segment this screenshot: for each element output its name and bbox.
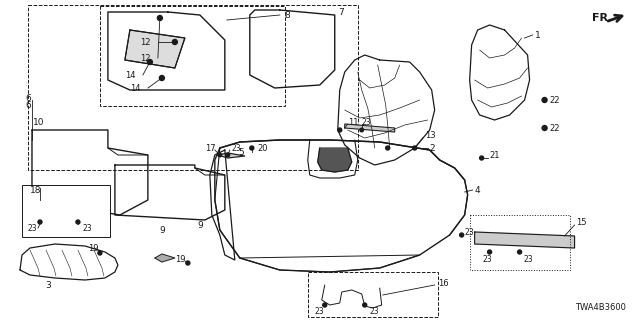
Text: 21: 21 bbox=[490, 150, 500, 159]
Circle shape bbox=[338, 128, 342, 132]
Text: 18: 18 bbox=[30, 186, 42, 195]
Circle shape bbox=[323, 303, 327, 307]
Polygon shape bbox=[218, 153, 245, 158]
Polygon shape bbox=[125, 30, 185, 68]
Text: 1: 1 bbox=[534, 30, 540, 39]
Text: 12: 12 bbox=[140, 53, 150, 62]
Text: 12: 12 bbox=[140, 37, 150, 46]
Text: 23: 23 bbox=[465, 228, 474, 236]
Text: 13: 13 bbox=[425, 131, 435, 140]
Text: 20: 20 bbox=[258, 143, 268, 153]
Text: 23: 23 bbox=[370, 308, 380, 316]
Text: 14: 14 bbox=[130, 84, 140, 92]
Bar bbox=[28, 5, 358, 170]
Text: 9: 9 bbox=[198, 220, 204, 229]
Circle shape bbox=[98, 251, 102, 255]
Circle shape bbox=[186, 261, 190, 265]
Text: 16: 16 bbox=[438, 278, 448, 287]
Text: 4: 4 bbox=[475, 186, 480, 195]
Polygon shape bbox=[345, 124, 395, 132]
Circle shape bbox=[518, 250, 522, 254]
Text: 22: 22 bbox=[550, 95, 560, 105]
Text: 23: 23 bbox=[28, 223, 38, 233]
Circle shape bbox=[218, 153, 221, 157]
Text: 11: 11 bbox=[348, 117, 358, 126]
Text: 23: 23 bbox=[83, 223, 93, 233]
Text: 17: 17 bbox=[205, 143, 216, 153]
Text: 3: 3 bbox=[45, 281, 51, 290]
Text: 23: 23 bbox=[362, 117, 371, 126]
Polygon shape bbox=[155, 254, 175, 262]
Circle shape bbox=[172, 39, 177, 44]
Polygon shape bbox=[317, 148, 352, 172]
Circle shape bbox=[157, 15, 163, 20]
Circle shape bbox=[360, 128, 364, 132]
Circle shape bbox=[147, 60, 152, 65]
Circle shape bbox=[38, 220, 42, 224]
Text: 6: 6 bbox=[25, 100, 31, 109]
Circle shape bbox=[542, 98, 547, 102]
Circle shape bbox=[226, 153, 230, 157]
Text: 5: 5 bbox=[238, 148, 244, 156]
Circle shape bbox=[76, 220, 80, 224]
Text: 7: 7 bbox=[338, 7, 344, 17]
Circle shape bbox=[363, 303, 367, 307]
Text: 9: 9 bbox=[159, 226, 164, 235]
Text: 23: 23 bbox=[232, 143, 241, 153]
Circle shape bbox=[479, 156, 484, 160]
Circle shape bbox=[460, 233, 463, 237]
Circle shape bbox=[488, 250, 492, 254]
Text: 10: 10 bbox=[33, 117, 44, 126]
Text: 15: 15 bbox=[577, 218, 587, 227]
Text: 6: 6 bbox=[25, 93, 31, 102]
Text: 19: 19 bbox=[175, 254, 186, 263]
Circle shape bbox=[413, 146, 417, 150]
Bar bbox=[100, 6, 285, 106]
Text: 2: 2 bbox=[429, 143, 435, 153]
Text: FR.: FR. bbox=[591, 13, 612, 23]
Text: 23: 23 bbox=[483, 255, 492, 265]
Text: 23: 23 bbox=[315, 308, 324, 316]
Bar bbox=[22, 185, 110, 237]
Text: 19: 19 bbox=[88, 244, 99, 252]
Text: 22: 22 bbox=[550, 124, 560, 132]
Text: 8: 8 bbox=[285, 11, 291, 20]
Polygon shape bbox=[475, 232, 575, 248]
Text: 14: 14 bbox=[125, 70, 136, 79]
Bar bbox=[308, 272, 438, 317]
Text: TWA4B3600: TWA4B3600 bbox=[575, 303, 625, 313]
Circle shape bbox=[386, 146, 390, 150]
Text: 23: 23 bbox=[524, 255, 533, 265]
Circle shape bbox=[542, 125, 547, 131]
Circle shape bbox=[159, 76, 164, 81]
Circle shape bbox=[250, 146, 254, 150]
Bar bbox=[470, 215, 570, 270]
